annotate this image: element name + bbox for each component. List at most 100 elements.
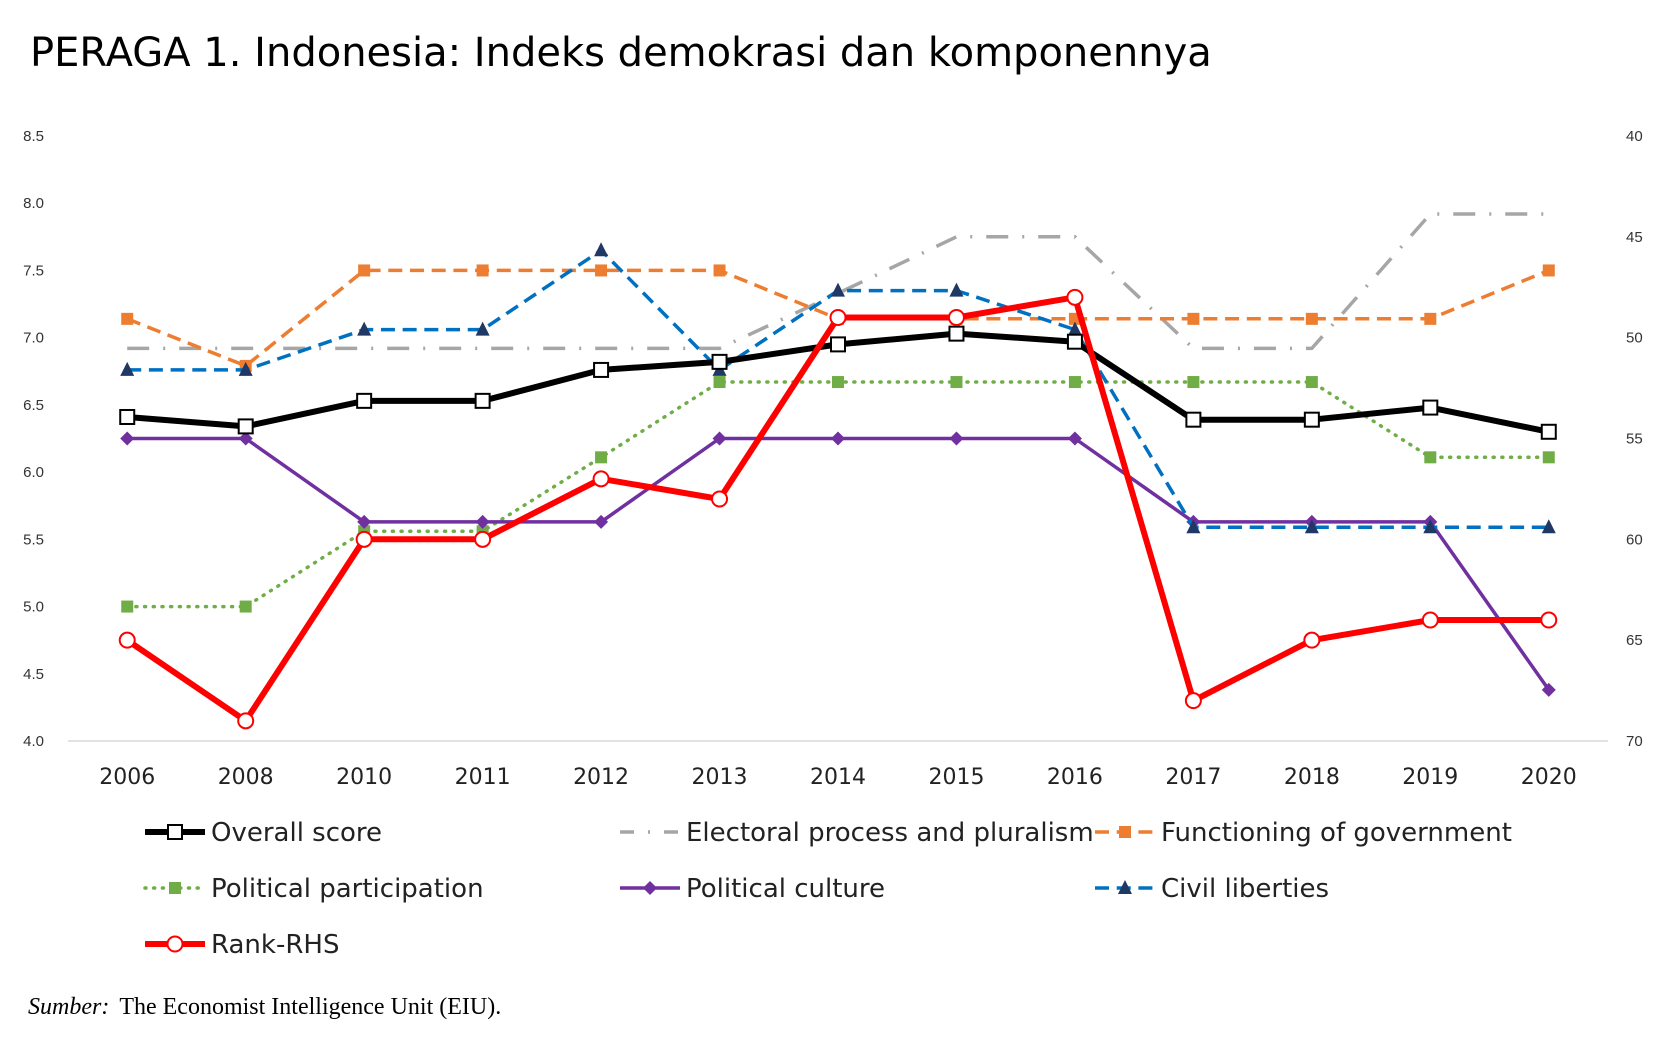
data-point-overall-score (1303, 411, 1320, 428)
data-point-political-participation (239, 600, 252, 613)
y-right-tick-label: 60 (1626, 531, 1643, 548)
series-civil-liberties (120, 242, 1556, 534)
series-line-electoral-process-and-pluralism (127, 212, 1549, 351)
data-point-rank-rhs (474, 530, 492, 548)
data-point-overall-score (1540, 423, 1557, 440)
data-point-political-culture (120, 431, 135, 446)
data-point-political-participation (1187, 376, 1200, 389)
data-point-overall-score (593, 361, 610, 378)
data-point-civil-liberties (1186, 519, 1201, 534)
data-point-political-participation (1068, 376, 1081, 389)
data-point-overall-score (948, 325, 965, 342)
y-right-tick-label: 40 (1626, 128, 1643, 145)
data-point-functioning-of-government (121, 312, 134, 325)
legend-swatch-marker (169, 882, 181, 894)
series-overall-score (119, 325, 1557, 440)
x-tick-label: 2013 (692, 765, 748, 790)
series-electoral-process-and-pluralism (127, 212, 1549, 351)
x-tick-label: 2015 (928, 765, 984, 790)
data-point-rank-rhs (592, 470, 610, 488)
y-left-tick-label: 7.0 (23, 330, 44, 347)
data-point-political-culture (238, 431, 253, 446)
data-point-political-participation (121, 600, 134, 613)
data-point-functioning-of-government (595, 264, 608, 277)
x-tick-label: 2010 (336, 765, 392, 790)
data-point-rank-rhs (711, 490, 729, 508)
data-point-civil-liberties (1304, 519, 1319, 534)
series-line-political-culture (127, 436, 1551, 691)
x-tick-label: 2014 (810, 765, 866, 790)
legend-item-civil-liberties: Civil liberties (1095, 874, 1329, 904)
legend-label: Electoral process and pluralism (686, 818, 1094, 848)
data-point-political-participation (950, 376, 963, 389)
series-political-participation (121, 376, 1555, 613)
legend-swatch-marker (1118, 880, 1132, 894)
data-point-rank-rhs (1184, 692, 1202, 710)
x-tick-label: 2018 (1284, 765, 1340, 790)
data-point-political-culture (712, 431, 727, 446)
x-tick-label: 2016 (1047, 765, 1103, 790)
x-tick-label: 2017 (1165, 765, 1221, 790)
data-point-political-culture (949, 431, 964, 446)
series-rank-rhs (118, 288, 1558, 730)
data-point-functioning-of-government (358, 264, 371, 277)
data-point-civil-liberties (475, 321, 490, 336)
data-point-functioning-of-government (1187, 312, 1200, 325)
data-point-political-culture (357, 514, 372, 529)
data-point-civil-liberties (1423, 519, 1438, 534)
legend-label: Overall score (211, 818, 382, 848)
y-left-tick-label: 4.0 (23, 733, 44, 750)
y-right-tick-label: 55 (1626, 431, 1643, 448)
legend-swatch-marker (1119, 826, 1131, 838)
x-tick-label: 2019 (1402, 765, 1458, 790)
legend-item-functioning-of-government: Functioning of government (1095, 818, 1512, 848)
data-point-rank-rhs (118, 631, 136, 649)
series-political-culture (120, 431, 1556, 697)
axes: 4.0 4.5 5.0 5.5 6.0 6.5 7.0 7.5 8.0 8.5 40 45 50 55 60… (23, 128, 1643, 790)
data-point-civil-liberties (949, 282, 964, 297)
data-point-rank-rhs (355, 530, 373, 548)
legend-item-overall-score: Overall score (145, 818, 382, 848)
data-point-rank-rhs (237, 712, 255, 730)
data-point-political-culture (831, 431, 845, 446)
data-point-overall-score (237, 418, 254, 435)
y-left-tick-label: 5.0 (23, 599, 44, 616)
legend-label: Political participation (211, 874, 484, 904)
legend-swatch-marker (643, 881, 657, 895)
source-note: Sumber: The Economist Intelligence Unit … (28, 994, 501, 1020)
data-point-rank-rhs (947, 309, 965, 326)
legend: Overall score Electoral process and plura… (143, 818, 1512, 960)
data-point-overall-score (356, 392, 373, 409)
data-point-civil-liberties (120, 361, 135, 376)
data-point-rank-rhs (1303, 631, 1321, 649)
data-point-political-culture (594, 514, 609, 529)
legend-label: Civil liberties (1161, 874, 1329, 904)
data-point-functioning-of-government (1424, 312, 1437, 325)
data-point-political-participation (595, 451, 608, 464)
y-left-tick-label: 5.5 (23, 531, 44, 548)
y-right-tick-label: 45 (1626, 229, 1643, 246)
data-point-overall-score (1185, 411, 1202, 428)
data-point-political-culture (475, 514, 490, 529)
data-point-functioning-of-government (1542, 264, 1555, 277)
y-left-tick-label: 8.0 (23, 195, 44, 212)
x-tick-label: 2020 (1521, 765, 1577, 790)
data-point-rank-rhs (1066, 288, 1084, 306)
x-tick-label: 2012 (573, 765, 629, 790)
x-tick-label: 2011 (455, 765, 511, 790)
y-right-tick-label: 50 (1626, 330, 1643, 347)
y-right-tick-label: 65 (1626, 632, 1643, 649)
data-point-rank-rhs (1421, 611, 1439, 629)
series-line-rank-rhs (125, 294, 1549, 724)
y-left-tick-label: 8.5 (23, 128, 44, 145)
data-point-rank-rhs (1540, 611, 1558, 629)
x-tick-label: 2008 (218, 765, 274, 790)
data-point-overall-score (474, 392, 491, 409)
y-right-tick-label: 70 (1626, 733, 1643, 750)
y-left-tick-label: 7.5 (23, 262, 44, 279)
y-left-tick-label: 6.0 (23, 464, 44, 481)
data-point-civil-liberties (238, 361, 253, 376)
legend-swatch-marker (167, 824, 183, 840)
data-point-functioning-of-government (476, 264, 489, 277)
source-text: The Economist Intelligence Unit (EIU). (119, 994, 501, 1020)
